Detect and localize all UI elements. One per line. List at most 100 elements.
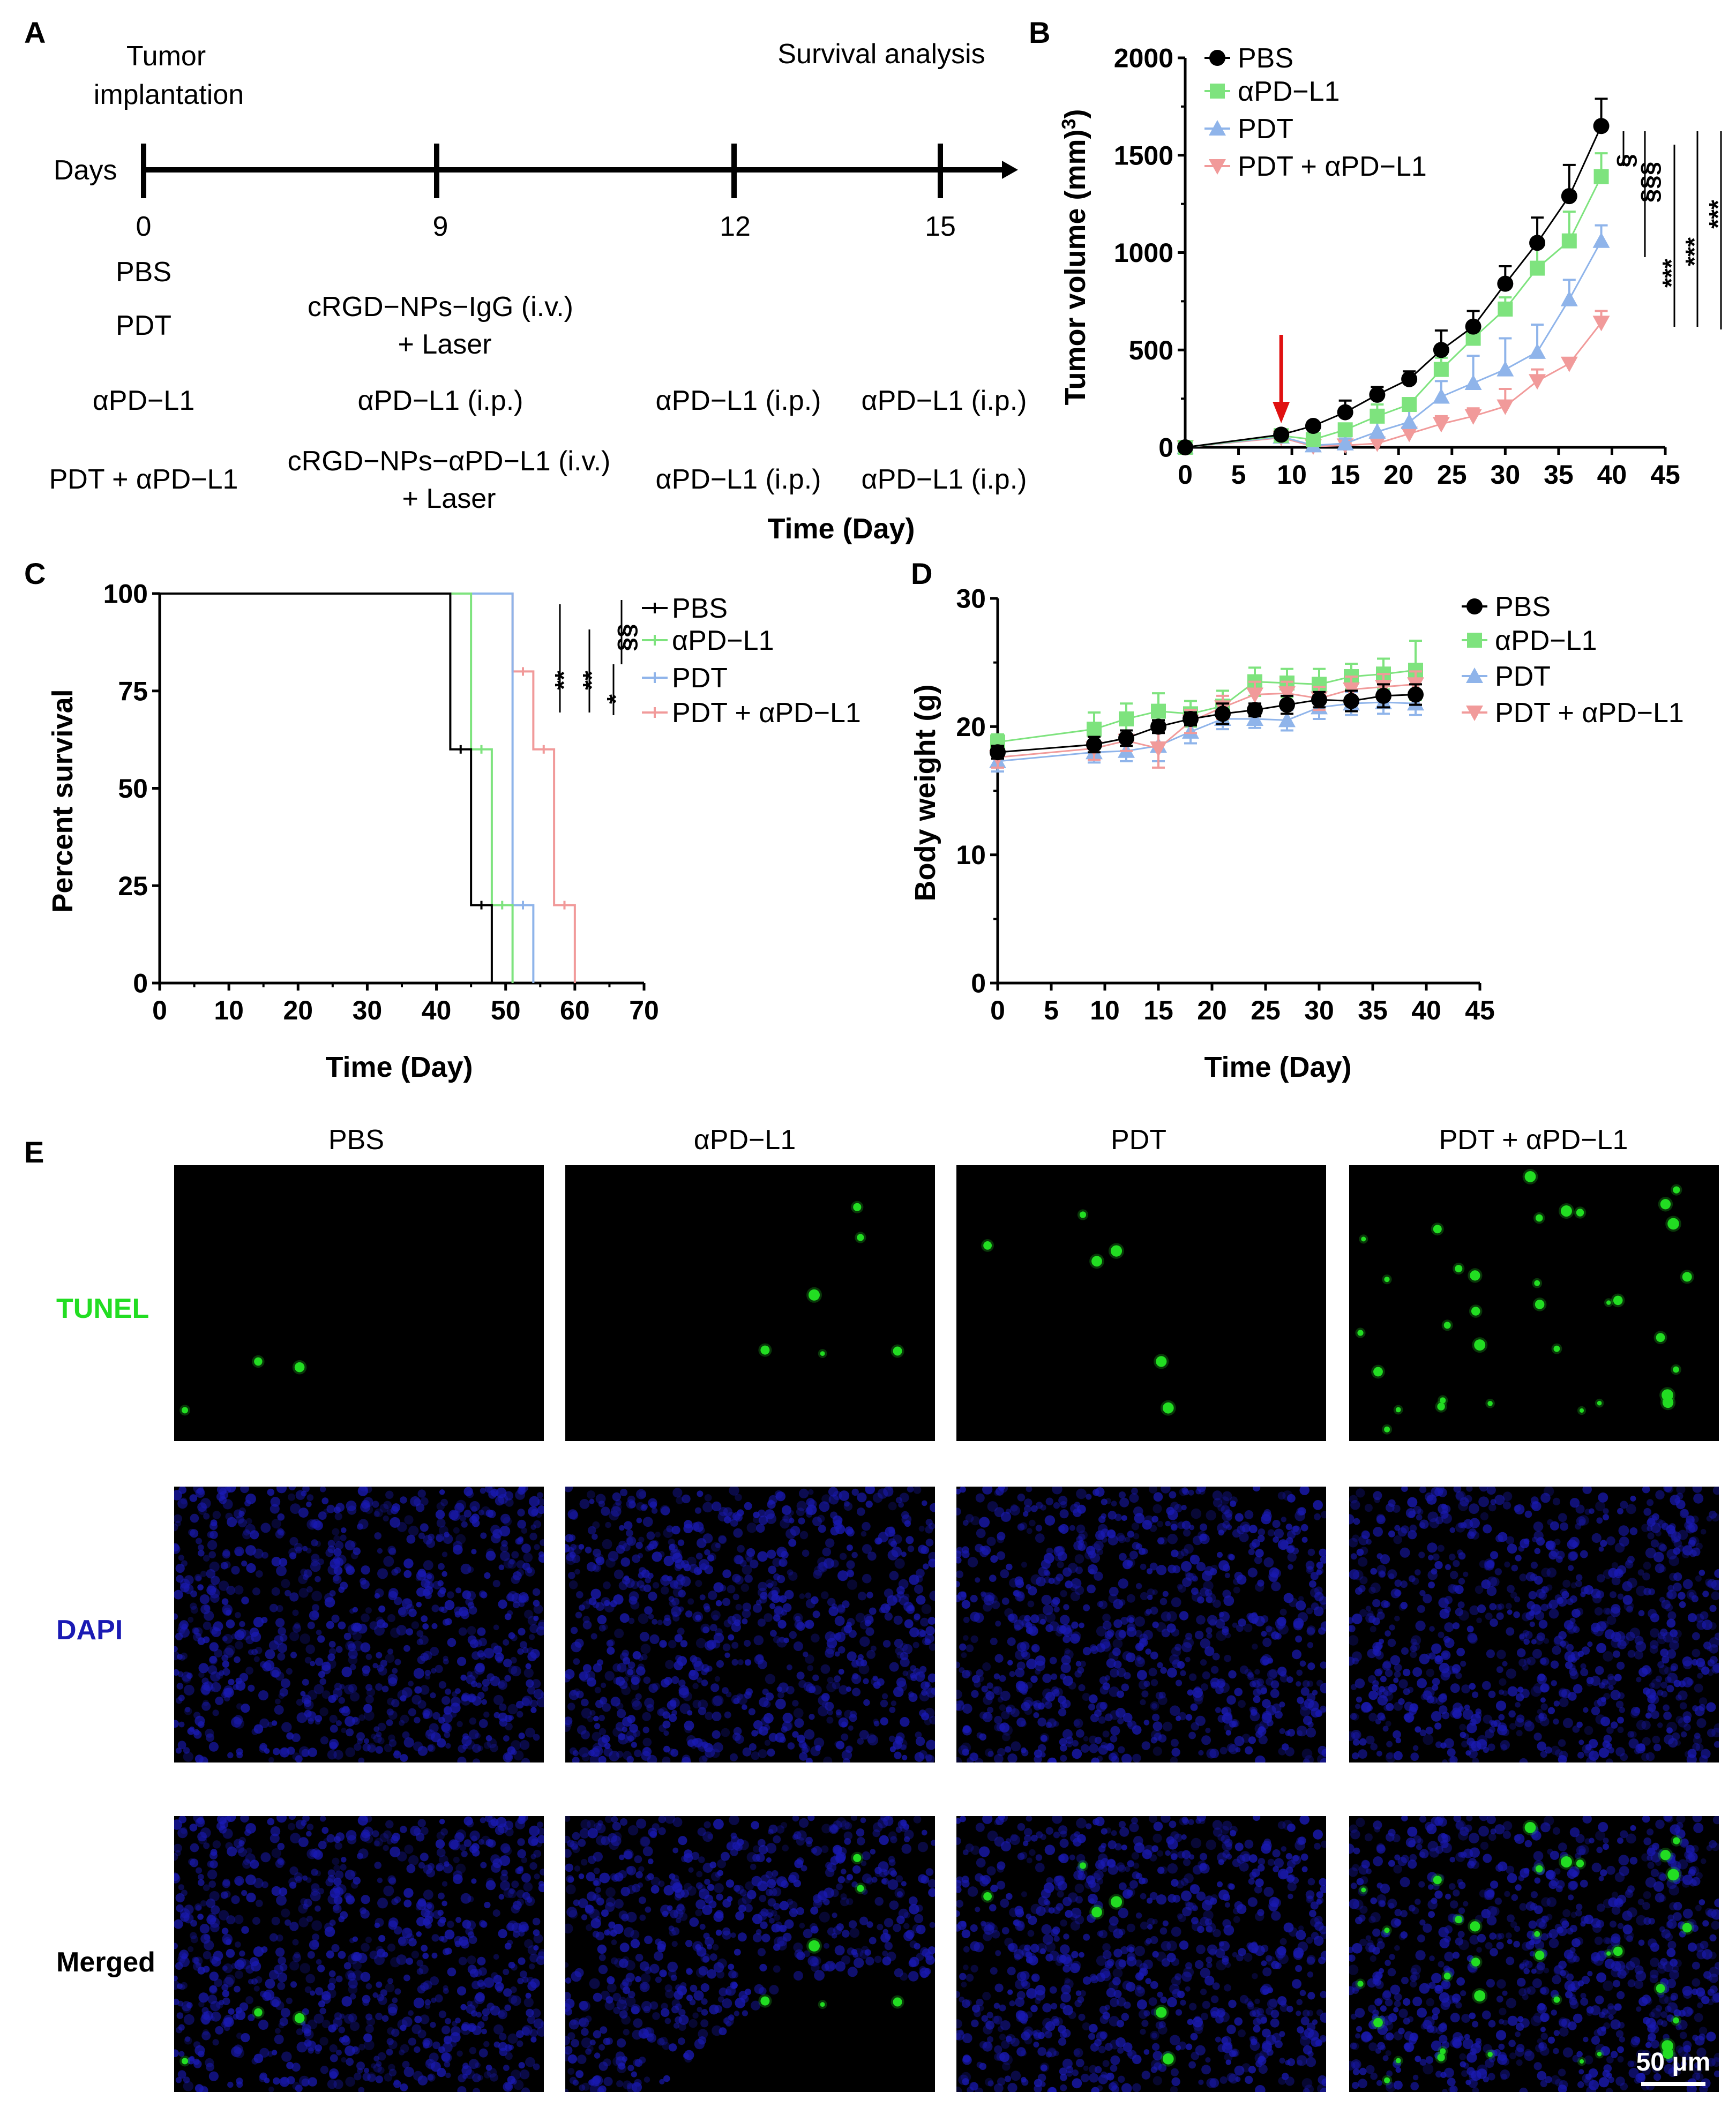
dapi-nucleus [664, 1677, 672, 1685]
dapi-nucleus [457, 1757, 467, 1762]
dapi-nucleus [1580, 1663, 1587, 1669]
dapi-nucleus [480, 1532, 487, 1539]
dapi-nucleus [458, 1627, 467, 1636]
dapi-nucleus [527, 1686, 536, 1695]
dapi-nucleus [1451, 1664, 1461, 1673]
dapi-nucleus [572, 1750, 579, 1757]
dapi-nucleus [1234, 1688, 1243, 1697]
tunel-positive-cell [857, 1234, 864, 1241]
dapi-nucleus [1106, 1658, 1116, 1668]
dapi-nucleus [401, 2016, 413, 2027]
dapi-nucleus [352, 1961, 362, 1970]
dapi-nucleus [1224, 1654, 1231, 1662]
dapi-nucleus [469, 1831, 480, 1841]
dapi-nucleus [223, 1634, 233, 1644]
dapi-nucleus [1643, 1587, 1651, 1596]
dapi-nucleus [1161, 1487, 1171, 1494]
dapi-nucleus [241, 1704, 250, 1713]
dapi-nucleus [1442, 1759, 1448, 1762]
chart-d-x-tick-label: 35 [1358, 995, 1388, 1025]
dapi-nucleus [1666, 1549, 1677, 1560]
dapi-nucleus [1602, 1740, 1610, 1748]
dapi-nucleus [240, 1816, 249, 1823]
dapi-nucleus [1132, 1753, 1141, 1762]
dapi-nucleus [1447, 1584, 1457, 1593]
dapi-nucleus [1485, 1612, 1493, 1620]
dapi-nucleus [805, 1507, 813, 1515]
dapi-nucleus [319, 2037, 328, 2046]
dapi-nucleus [175, 1748, 182, 1754]
dapi-nucleus [1426, 1696, 1434, 1704]
dapi-nucleus [1102, 1621, 1112, 1630]
dapi-nucleus [1049, 1757, 1057, 1762]
dapi-nucleus [773, 1636, 781, 1644]
dapi-nucleus [538, 1554, 544, 1563]
dapi-nucleus [1004, 1746, 1012, 1753]
dapi-nucleus [1298, 1596, 1304, 1602]
dapi-nucleus [1194, 1696, 1203, 1705]
dapi-nucleus [524, 1939, 533, 1948]
dapi-nucleus [1525, 1572, 1536, 1581]
dapi-nucleus [1543, 1487, 1554, 1497]
dapi-nucleus [746, 1548, 755, 1557]
dapi-nucleus [1375, 1651, 1384, 1660]
dapi-nucleus [1686, 1524, 1695, 1534]
dapi-nucleus [1001, 1711, 1010, 1720]
dapi-nucleus [1393, 1535, 1402, 1544]
dapi-nucleus [362, 2073, 371, 2081]
dapi-nucleus [565, 1487, 573, 1492]
dapi-nucleus [1442, 1652, 1448, 1659]
dapi-nucleus [457, 1721, 463, 1727]
dapi-nucleus [1711, 1728, 1719, 1738]
dapi-nucleus [1522, 1630, 1529, 1637]
dapi-nucleus [1009, 1578, 1019, 1588]
dapi-nucleus [1060, 1615, 1070, 1625]
dapi-nucleus [198, 1671, 205, 1678]
dapi-nucleus [253, 1985, 260, 1992]
dapi-nucleus [1365, 1735, 1375, 1745]
dapi-nucleus [279, 1688, 288, 1697]
dapi-nucleus [255, 1570, 263, 1578]
dapi-nucleus [783, 1637, 789, 1644]
dapi-nucleus [786, 1686, 795, 1694]
dapi-nucleus [966, 1644, 974, 1653]
dapi-nucleus [631, 1682, 639, 1691]
dapi-nucleus [454, 1606, 463, 1616]
dapi-nucleus [335, 1541, 344, 1550]
dapi-nucleus [431, 1934, 439, 1942]
dapi-nucleus [752, 1516, 760, 1524]
dapi-nucleus [784, 1589, 794, 1600]
dapi-nucleus [367, 1744, 376, 1753]
dapi-nucleus [1355, 1704, 1361, 1709]
dapi-nucleus [332, 1528, 340, 1536]
dapi-nucleus [925, 1539, 934, 1547]
chart-b-y-axis-label-superscript: 3 [1058, 118, 1080, 129]
dapi-nucleus [408, 1608, 417, 1617]
dapi-nucleus [1397, 1527, 1407, 1537]
dapi-nucleus [320, 2066, 328, 2074]
chart-b-point-pbs [1273, 426, 1290, 443]
dapi-nucleus [1563, 1620, 1574, 1630]
dapi-nucleus [891, 1700, 897, 1706]
chart-d-point-pbs [1311, 692, 1327, 708]
chart-b-legend-marker-pbs [1209, 50, 1225, 66]
dapi-nucleus [1131, 1522, 1140, 1531]
dapi-nucleus [1385, 1669, 1393, 1677]
dapi-nucleus [1368, 1713, 1378, 1722]
dapi-nucleus [466, 1591, 476, 1601]
dapi-nucleus [1221, 1496, 1230, 1505]
dapi-nucleus [737, 1694, 748, 1705]
dapi-nucleus [1382, 1726, 1389, 1732]
dapi-nucleus [1558, 1513, 1567, 1522]
dapi-nucleus [1376, 1750, 1382, 1757]
dapi-nucleus [1224, 1572, 1230, 1578]
dapi-nucleus [906, 1536, 914, 1544]
dapi-nucleus [443, 1534, 453, 1544]
dapi-nucleus [1201, 1735, 1211, 1745]
dapi-nucleus [533, 1520, 541, 1528]
dapi-nucleus [892, 1534, 902, 1544]
dapi-nucleus [1450, 1683, 1460, 1693]
dapi-nucleus [806, 1498, 815, 1507]
dapi-nucleus [315, 2044, 323, 2052]
dapi-nucleus [1181, 1487, 1188, 1494]
